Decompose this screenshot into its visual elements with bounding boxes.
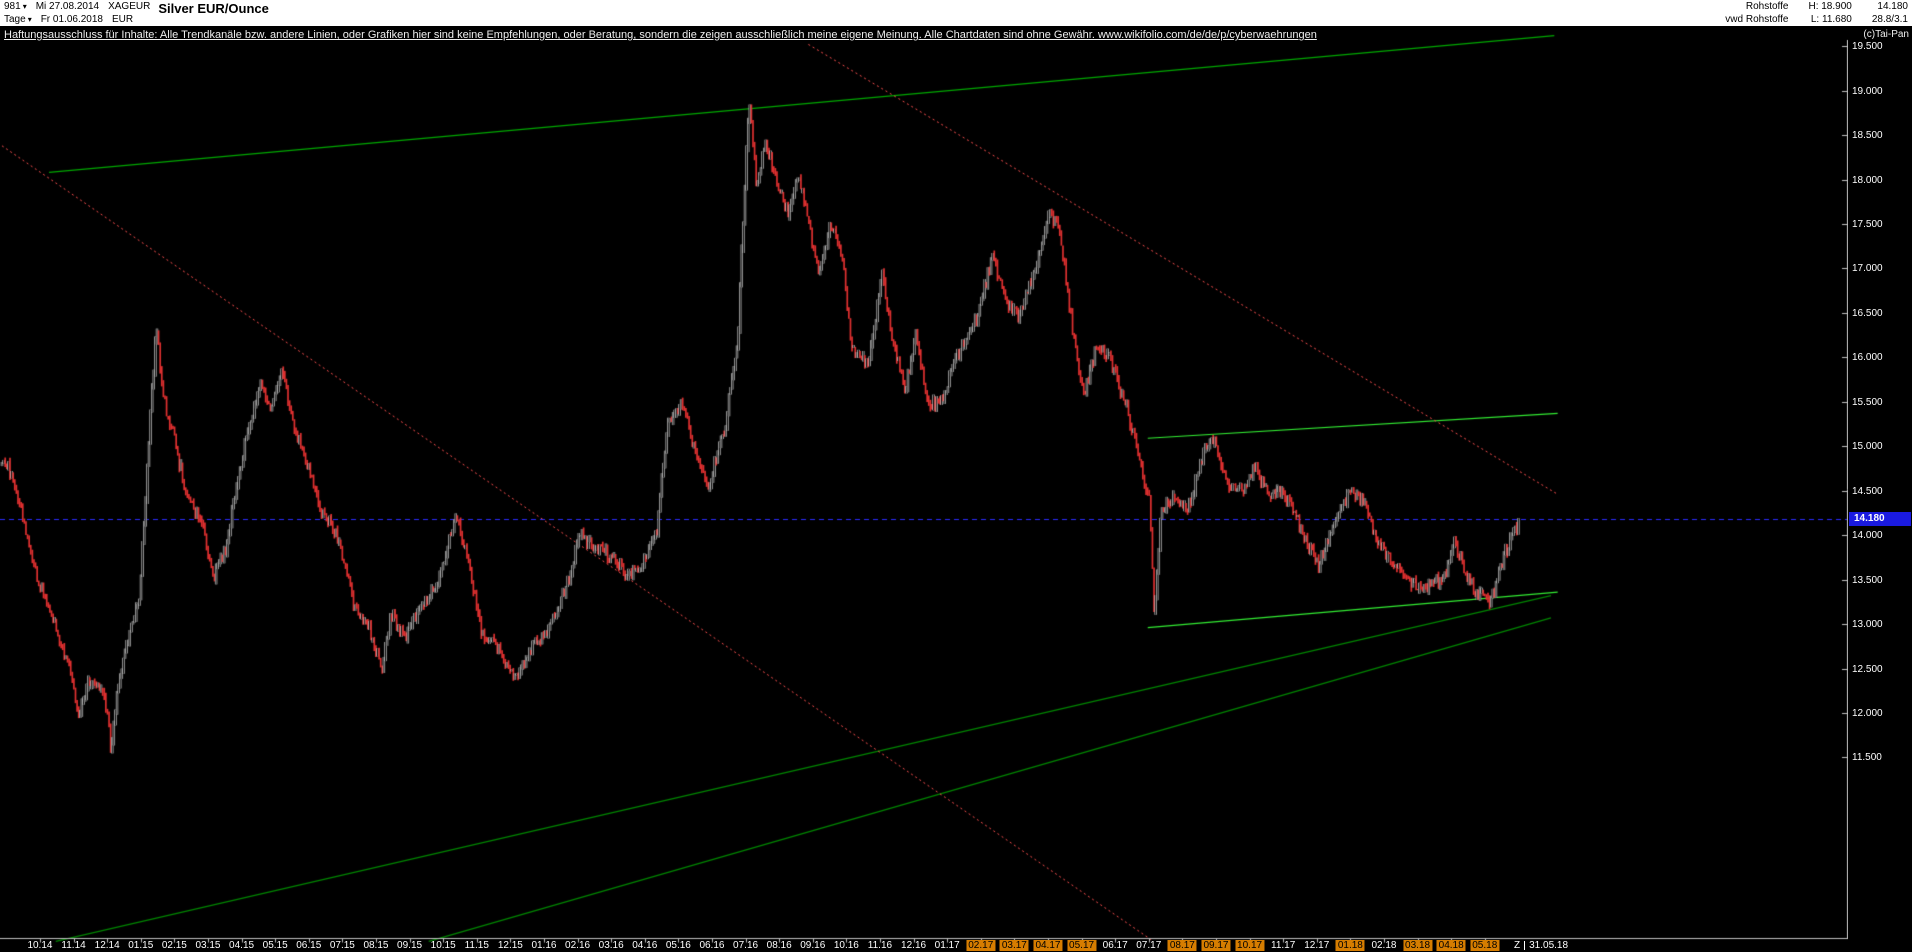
x-axis-label: 04.17	[1033, 940, 1063, 951]
toolbar: 981 ▾ Mi 27.08.2014 XAGEUR Tage ▾ Fr 01.…	[0, 0, 1912, 26]
x-axis-label: 02.18	[1371, 940, 1397, 951]
x-axis-label: 05.16	[665, 940, 691, 951]
x-axis-label: 06.17	[1102, 940, 1128, 951]
chart-area: Haftungsausschluss für Inhalte: Alle Tre…	[0, 26, 1912, 952]
x-axis-label: 09.15	[397, 940, 423, 951]
x-axis-label: 01.15	[128, 940, 154, 951]
x-axis-label: 04.18	[1436, 940, 1466, 951]
y-axis-label: 19.500	[1852, 41, 1883, 53]
x-axis-label: 01.18	[1335, 940, 1365, 951]
y-axis-label: 12.000	[1852, 707, 1883, 719]
y-axis-label: 13.000	[1852, 619, 1883, 631]
y-axis-label: 17.000	[1852, 263, 1883, 275]
x-axis-label: 12.16	[901, 940, 927, 951]
x-axis-label: 03.17	[999, 940, 1029, 951]
period-value: Tage	[4, 14, 26, 25]
chevron-down-icon: ▾	[22, 1, 27, 11]
instrument-title: Silver EUR/Ounce	[158, 1, 269, 16]
x-axis-label: 01.17	[934, 940, 960, 951]
y-axis-label: 19.000	[1852, 85, 1883, 97]
x-axis-label: 03.16	[598, 940, 624, 951]
disclaimer-text: Haftungsausschluss für Inhalte: Alle Tre…	[4, 29, 1317, 41]
category-column: Rohstoffe vwd Rohstoffe	[1725, 1, 1788, 25]
y-axis-label: 11.500	[1852, 752, 1882, 764]
x-axis-label: 10.14	[27, 940, 53, 951]
y-axis-label: 16.500	[1852, 307, 1883, 319]
x-axis-label: 12.17	[1304, 940, 1330, 951]
x-axis-label: 11.16	[867, 940, 893, 951]
x-axis-label: 03.18	[1403, 940, 1433, 951]
x-axis-label: 02.15	[161, 940, 187, 951]
toolbar-left: 981 ▾ Mi 27.08.2014 XAGEUR Tage ▾ Fr 01.…	[4, 1, 269, 25]
y-axis-label: 13.500	[1852, 574, 1883, 586]
x-axis-label: 04.16	[632, 940, 658, 951]
category-label: Rohstoffe	[1745, 1, 1789, 12]
end-marker-date: 31.05.18	[1529, 940, 1569, 951]
bars-count-dropdown[interactable]: 981 ▾	[4, 1, 27, 12]
low-value: L: 11.680	[1810, 14, 1852, 25]
y-axis-label: 16.000	[1852, 352, 1883, 364]
chevron-down-icon: ▾	[27, 14, 32, 24]
x-axis-label: 10.17	[1235, 940, 1265, 951]
y-axis-label: 15.500	[1852, 396, 1883, 408]
last-price: 14.180	[1877, 1, 1908, 12]
x-axis-label: 10.15	[430, 940, 456, 951]
last-price-column: 14.180 28.8/3.1	[1872, 1, 1908, 25]
x-axis-label: 02.17	[966, 940, 996, 951]
x-axis-label: 08.16	[766, 940, 792, 951]
x-axis-label: 08.17	[1167, 940, 1197, 951]
x-axis-label: 05.15	[262, 940, 288, 951]
x-axis-label: 07.17	[1136, 940, 1162, 951]
x-axis-label: 12.15	[497, 940, 523, 951]
price-chart-canvas[interactable]	[0, 26, 1848, 952]
last-price-marker: 14.180	[1849, 512, 1911, 527]
currency-label: EUR	[111, 14, 134, 25]
y-axis-label: 15.000	[1852, 441, 1883, 453]
bars-count-value: 981	[4, 1, 21, 12]
provider-label: vwd Rohstoffe	[1725, 14, 1789, 25]
y-axis-label: 17.500	[1852, 219, 1883, 231]
y-axis-label: 12.500	[1852, 663, 1883, 675]
change-value: 28.8/3.1	[1871, 14, 1908, 25]
x-axis-label: 08.15	[363, 940, 389, 951]
copyright-tai-pan: (c)Tai-Pan	[1863, 29, 1909, 40]
high-low-column: H: 18.900 L: 11.680	[1808, 1, 1851, 25]
x-axis-label: 05.18	[1470, 940, 1500, 951]
period-dropdown[interactable]: Tage ▾	[4, 14, 32, 25]
end-date[interactable]: Fr 01.06.2018	[40, 14, 103, 25]
x-axis-label: 03.15	[195, 940, 221, 951]
settings-row-top: 981 ▾ Mi 27.08.2014 XAGEUR	[4, 1, 150, 12]
x-axis-label: 01.16	[531, 940, 557, 951]
x-axis-label: 02.16	[565, 940, 591, 951]
start-date[interactable]: Mi 27.08.2014	[35, 1, 100, 12]
y-axis-label: 18.000	[1852, 174, 1883, 186]
y-axis-label: 14.500	[1852, 485, 1883, 497]
x-axis-label: 07.15	[329, 940, 355, 951]
x-axis-label: 09.17	[1201, 940, 1231, 951]
x-axis-label: 12.14	[94, 940, 120, 951]
symbol-field[interactable]: XAGEUR	[108, 1, 151, 12]
x-axis-label: 06.16	[699, 940, 725, 951]
settings-row-bottom: Tage ▾ Fr 01.06.2018 EUR	[4, 14, 150, 25]
x-axis: 10.14 11.14 12.14 01.15 02.15 03.15 04.15 05.15…	[0, 940, 1848, 952]
end-marker-z: Z	[1514, 940, 1521, 951]
x-axis-label: 09.16	[800, 940, 826, 951]
end-marker-separator-icon	[1524, 941, 1526, 950]
x-axis-label: 11.17	[1271, 940, 1296, 951]
end-marker: Z 31.05.18	[1514, 940, 1568, 951]
high-value: H: 18.900	[1808, 1, 1852, 12]
y-axis-label: 18.500	[1852, 130, 1883, 142]
chart-settings: 981 ▾ Mi 27.08.2014 XAGEUR Tage ▾ Fr 01.…	[4, 1, 150, 25]
y-axis-label: 14.000	[1852, 530, 1883, 542]
x-axis-label: 11.15	[464, 940, 489, 951]
x-axis-label: 11.14	[61, 940, 86, 951]
x-axis-label: 04.15	[229, 940, 255, 951]
x-axis-label: 05.17	[1067, 940, 1097, 951]
x-axis-label: 06.15	[296, 940, 322, 951]
toolbar-right: Rohstoffe vwd Rohstoffe H: 18.900 L: 11.…	[1725, 1, 1910, 25]
x-axis-label: 10.16	[833, 940, 859, 951]
x-axis-label: 07.16	[733, 940, 759, 951]
